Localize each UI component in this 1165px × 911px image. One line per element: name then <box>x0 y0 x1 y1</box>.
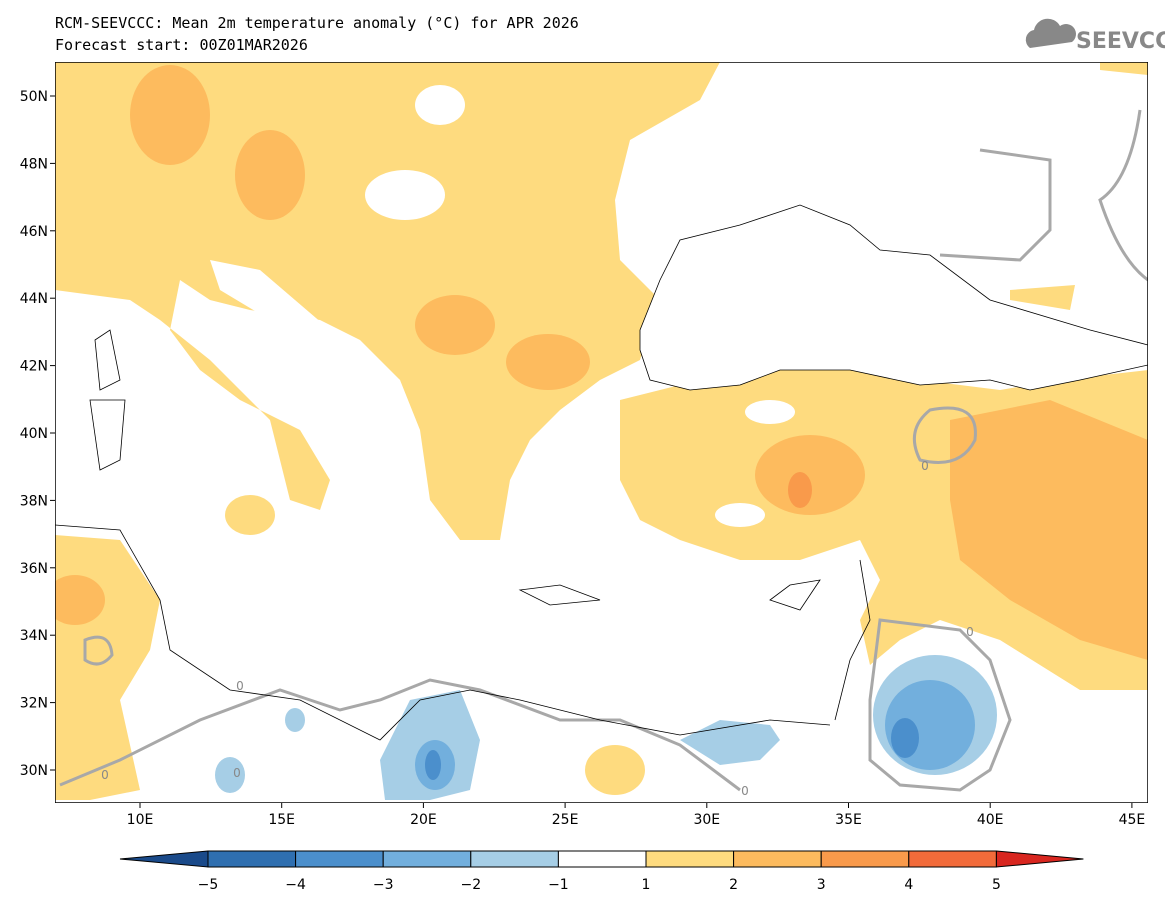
logo: SEEVCCC <box>1076 29 1165 54</box>
colorbar-label: −3 <box>373 877 394 893</box>
lat-label: 42N <box>20 359 48 375</box>
anomaly-area <box>506 334 590 390</box>
colorbar-label: −4 <box>285 877 306 893</box>
anomaly-area <box>415 295 495 355</box>
black-sea <box>639 204 1148 391</box>
lat-label: 40N <box>20 426 48 442</box>
map-area <box>55 62 1148 803</box>
colorbar-label: 3 <box>817 877 826 893</box>
anomaly-area <box>950 400 1148 660</box>
lat-label: 46N <box>20 224 48 240</box>
adriatic <box>210 260 410 440</box>
contour <box>912 406 977 464</box>
anomaly-area <box>680 720 780 765</box>
lon-label: 20E <box>410 812 437 828</box>
anomaly-area <box>130 65 210 165</box>
colorbar-label: 2 <box>729 877 738 893</box>
lat-label: 38N <box>20 493 48 509</box>
colorbar-label: −5 <box>198 877 219 893</box>
lat-label: 34N <box>20 628 48 644</box>
anomaly-area <box>425 750 441 780</box>
lat-label: 36N <box>20 561 48 577</box>
colorbar-triangle <box>995 850 1084 868</box>
lon-label: 25E <box>552 812 579 828</box>
contour-label: 0 <box>966 625 974 639</box>
colorbar-segment <box>908 850 997 868</box>
lon-label: 30E <box>693 812 720 828</box>
anomaly-area <box>235 130 305 220</box>
subtitle: Forecast start: 00Z01MAR2026 <box>55 36 308 54</box>
title: RCM-SEEVCCC: Mean 2m temperature anomaly… <box>55 14 579 32</box>
lon-label: 10E <box>127 812 154 828</box>
anomaly-area <box>55 62 720 540</box>
lat-label: 44N <box>20 291 48 307</box>
colorbar-label: 1 <box>642 877 651 893</box>
lon-label: 15E <box>268 812 295 828</box>
contour <box>59 678 741 792</box>
colorbar-label: −2 <box>460 877 481 893</box>
anomaly-area <box>55 575 105 625</box>
contour <box>868 618 1012 792</box>
lon-label: 35E <box>835 812 862 828</box>
lat-label: 30N <box>20 763 48 779</box>
colorbar-segment <box>470 850 559 868</box>
colorbar-segment <box>382 850 472 868</box>
contour-label: 0 <box>233 766 241 780</box>
colorbar-segment <box>820 850 910 868</box>
colorbar-label: −1 <box>548 877 569 893</box>
anomaly-gap <box>415 85 465 125</box>
anomaly-gap <box>715 503 765 527</box>
lat-label: 48N <box>20 156 48 172</box>
anomaly-area <box>788 472 812 508</box>
anomaly-area <box>285 708 305 732</box>
contour-label: 0 <box>236 679 244 693</box>
contour <box>1098 109 1148 282</box>
colorbar-label: 5 <box>992 877 1001 893</box>
lat-label: 32N <box>20 696 48 712</box>
logo-cloud <box>1025 18 1076 48</box>
colorbar-segment <box>557 850 647 868</box>
anomaly-area <box>755 435 865 515</box>
contour <box>83 635 114 666</box>
colorbar-segment <box>733 850 822 868</box>
anomaly-area <box>891 718 919 758</box>
contour-label: 0 <box>741 784 749 798</box>
colorbar-segment <box>645 850 735 868</box>
anomaly-area <box>215 757 245 793</box>
contour-label: 0 <box>921 459 929 473</box>
contour-label: 0 <box>101 768 109 782</box>
lon-label: 40E <box>977 812 1004 828</box>
colorbar-segment <box>295 850 384 868</box>
contour <box>939 148 1052 262</box>
lat-label: 50N <box>20 89 48 105</box>
anomaly-area <box>225 495 275 535</box>
colorbar-triangle <box>119 850 209 868</box>
colorbar-segment <box>207 850 297 868</box>
lon-label: 45E <box>1119 812 1146 828</box>
anomaly-gap <box>365 170 445 220</box>
coastline <box>55 329 871 741</box>
anomaly-gap <box>745 400 795 424</box>
anomaly-area <box>585 745 645 795</box>
colorbar-label: 4 <box>904 877 913 893</box>
